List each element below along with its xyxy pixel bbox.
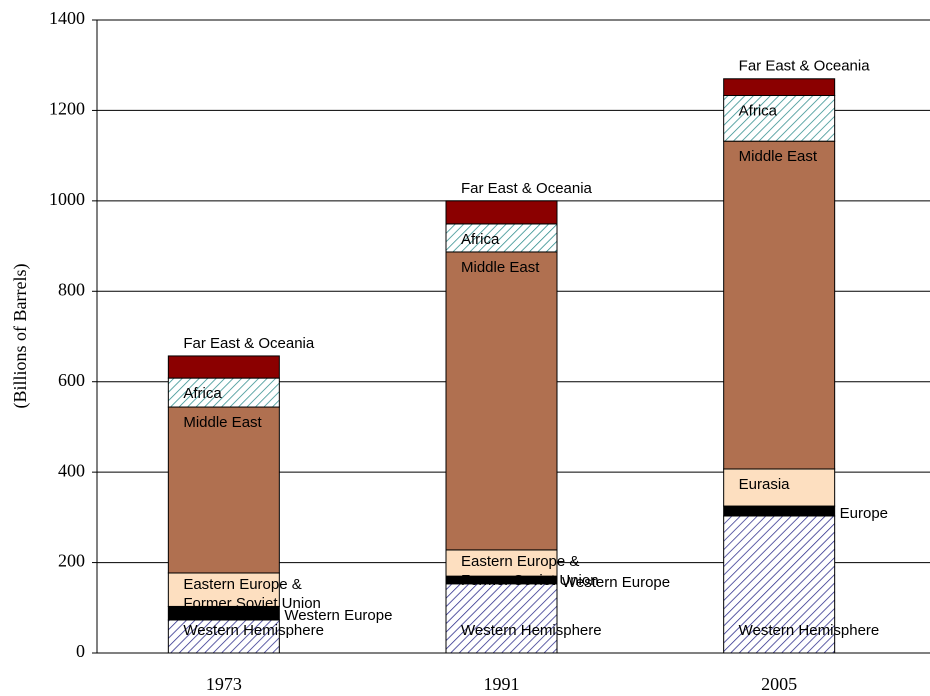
bar-segment [723,140,836,470]
y-tick-label: 1000 [49,189,85,209]
segment-label: Eurasia [739,476,791,493]
bar-segment [167,572,280,607]
y-axis-label: (Billions of Barrels) [10,264,31,409]
bar-segment [445,549,558,577]
segment-label: Eastern Europe & [183,576,301,593]
segment-label: Western Hemisphere [739,622,880,639]
segment-label: Eastern Europe & [461,553,579,570]
bar-segment [723,95,836,142]
segment-label: Far East & Oceania [461,180,593,197]
y-tick-label: 600 [58,370,85,390]
x-tick-label: 1973 [206,674,242,694]
bar-segment [167,406,280,574]
segment-label: Western Hemisphere [461,622,602,639]
segment-label: Western Hemisphere [183,622,324,639]
y-tick-label: 800 [58,279,85,299]
bar-segment [167,377,280,408]
x-tick-label: 1991 [484,674,520,694]
bar-segment [723,78,836,97]
bar-segment [167,355,280,379]
segment-label: Middle East [461,259,540,276]
segment-label: Africa [183,385,222,402]
y-tick-label: 1200 [49,99,85,119]
segment-label: Former Soviet Union [183,595,321,612]
segment-label: Africa [461,231,500,248]
bar-segment [723,505,836,517]
segment-label: Middle East [739,148,818,165]
bar-segment [445,200,558,225]
bar-segment [445,251,558,551]
y-tick-label: 400 [58,460,85,480]
bar-segment [167,619,280,654]
segment-label: Middle East [183,414,262,431]
bar-segment [723,468,836,507]
y-tick-label: 0 [76,641,85,661]
bar-segment [445,583,558,654]
y-tick-label: 200 [58,551,85,571]
y-tick-label: 1400 [49,8,85,28]
segment-label: Western Europe [562,574,670,591]
segment-label: Africa [739,102,778,119]
x-tick-label: 2005 [761,674,797,694]
segment-label: Far East & Oceania [183,335,315,352]
bar-segment [445,223,558,253]
segment-label: Far East & Oceania [739,58,871,75]
segment-label: Western Europe [284,607,392,624]
segment-label: Europe [840,505,888,522]
segment-label: Former Soviet Union [461,572,599,589]
